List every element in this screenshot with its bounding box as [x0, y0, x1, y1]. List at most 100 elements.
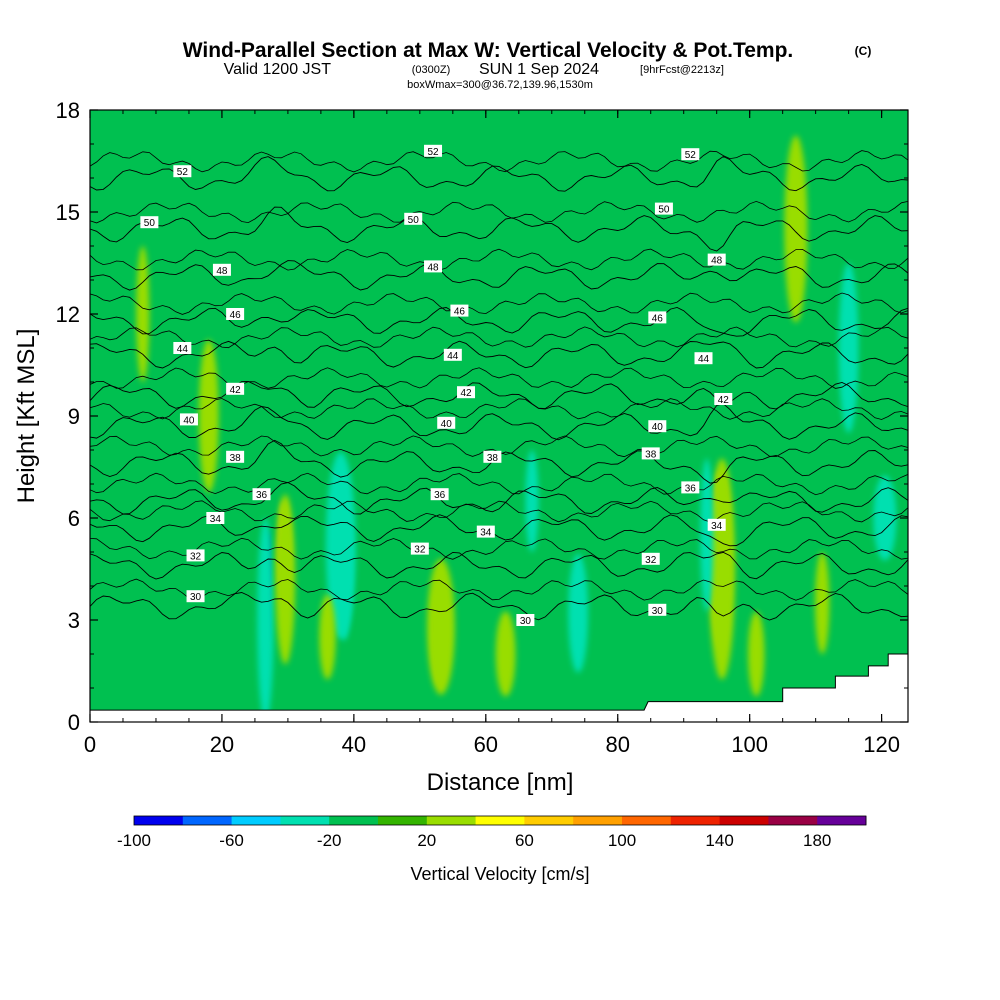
theta-contour-minor-30: [90, 578, 908, 601]
theta-label-text: 50: [658, 205, 670, 216]
colorbar-tick-label: 100: [608, 831, 636, 850]
colorbar-title: Vertical Velocity [cm/s]: [410, 864, 589, 884]
theta-label-box: [212, 263, 231, 276]
theta-label-text: 42: [230, 385, 242, 396]
theta-label-text: 38: [487, 453, 499, 464]
theta-label-box: [226, 382, 245, 395]
theta-contour-minor-50: [90, 200, 908, 224]
theta-label-34-a2: 34: [206, 512, 225, 525]
theta-contour-52: [90, 155, 908, 192]
theta-contour-minor-32: [90, 537, 908, 560]
theta-contour-minor-36: [90, 472, 908, 496]
velocity-cell-1: [257, 518, 274, 722]
theta-label-box: [226, 308, 245, 320]
theta-label-30-a0: 30: [186, 590, 205, 603]
theta-label-40-b10: 40: [437, 416, 456, 430]
valid-time: Valid 1200 JST: [224, 61, 332, 78]
theta-label-box: [443, 348, 462, 361]
theta-label-text: 52: [177, 167, 189, 178]
theta-contour-34: [90, 514, 908, 547]
colorbar-segment-0: [134, 816, 184, 825]
theta-contours: [90, 150, 908, 621]
theta-contour-minor-44: [90, 326, 908, 349]
theta-label-46-b16: 46: [450, 304, 469, 318]
velocity-cell-18: [319, 594, 336, 680]
theta-label-text: 40: [183, 415, 195, 426]
theta-label-44-b15: 44: [694, 352, 713, 365]
theta-label-box: [681, 148, 700, 161]
theta-label-52-a11: 52: [173, 165, 192, 178]
theta-label-text: 50: [408, 215, 420, 226]
theta-label-text: 48: [427, 262, 439, 273]
y-tick-label: 15: [56, 200, 80, 225]
theta-label-text: 32: [414, 545, 426, 556]
theta-label-text: 44: [447, 351, 459, 362]
theta-label-box: [707, 518, 726, 531]
theta-label-box: [424, 260, 443, 273]
theta-contour-minor-40: [90, 398, 908, 420]
theta-label-42-b12: 42: [457, 386, 476, 399]
x-tick-label: 80: [605, 732, 629, 757]
valid-utc: (0300Z): [412, 64, 451, 76]
theta-label-text: 46: [230, 310, 242, 321]
colorbar-tick-label: -60: [219, 831, 244, 850]
theta-label-box: [404, 212, 423, 225]
colorbar-segment-4: [329, 816, 379, 825]
theta-label-box: [450, 304, 469, 317]
theta-label-text: 44: [698, 354, 710, 365]
theta-label-box: [430, 488, 449, 501]
theta-label-text: 42: [718, 395, 730, 406]
colorbar-segment-6: [426, 816, 477, 825]
theta-label-text: 36: [256, 490, 268, 501]
theta-label-box: [654, 202, 673, 215]
theta-label-38-a4: 38: [226, 450, 245, 464]
theta-label-50-b21: 50: [654, 202, 673, 216]
colorbar-tick-label: 60: [515, 831, 534, 850]
colorbar-tick-label: 140: [705, 831, 733, 850]
theta-labels: 30 32 34 36 38 40 42 44 46 48 50 52 30 30 32 32 34 34 36 36…: [140, 144, 733, 627]
velocity-cell-10: [708, 458, 736, 680]
velocity-field: [136, 135, 897, 722]
theta-label-50-a10: 50: [140, 216, 159, 229]
colorbar-tick-label: -100: [117, 831, 151, 850]
theta-label-box: [179, 413, 198, 426]
theta-label-box: [173, 342, 192, 354]
theta-label-44-a7: 44: [173, 342, 192, 355]
chart-title: Wind-Parallel Section at Max W: Vertical…: [183, 39, 794, 62]
theta-label-50-b20: 50: [404, 212, 423, 226]
theta-label-32-a1: 32: [186, 549, 205, 562]
theta-contour-50: [90, 206, 908, 252]
theta-label-46-a8: 46: [226, 308, 245, 321]
x-tick-label: 60: [474, 732, 498, 757]
theta-label-52-b22: 52: [424, 144, 443, 158]
y-tick-label: 12: [56, 302, 80, 327]
theta-contour-48: [90, 260, 908, 291]
theta-label-text: 34: [480, 528, 492, 539]
theta-contour-36: [90, 482, 908, 515]
theta-label-text: 38: [230, 453, 242, 464]
theta-label-text: 52: [427, 147, 439, 158]
colorbar-tick-label: 20: [417, 831, 436, 850]
colorbar-segment-11: [670, 816, 721, 825]
colorbar-segment-3: [280, 816, 330, 825]
theta-label-42-a6: 42: [226, 382, 245, 396]
theta-label-46-b17: 46: [648, 311, 667, 324]
theta-label-box: [476, 525, 495, 538]
theta-label-text: 30: [652, 606, 664, 617]
velocity-cell-3: [275, 494, 296, 665]
x-tick-label: 20: [210, 732, 234, 757]
y-tick-label: 18: [56, 98, 80, 123]
theta-label-box: [516, 614, 535, 626]
theta-label-32-b2: 32: [410, 542, 429, 556]
terrain-surface: [90, 653, 908, 722]
theta-contour-minor-46: [90, 292, 908, 315]
theta-contour-minor-52: [90, 150, 908, 173]
theta-label-text: 36: [685, 483, 697, 494]
theta-label-36-b7: 36: [681, 481, 700, 494]
velocity-cell-12: [784, 135, 808, 323]
plot-background: [90, 110, 908, 722]
theta-label-38-b8: 38: [483, 450, 502, 464]
theta-label-36-a3: 36: [252, 488, 271, 501]
plot-area: 30 32 34 36 38 40 42 44 46 48 50 52 30 30 32 32 34 34 36 36…: [90, 110, 908, 722]
